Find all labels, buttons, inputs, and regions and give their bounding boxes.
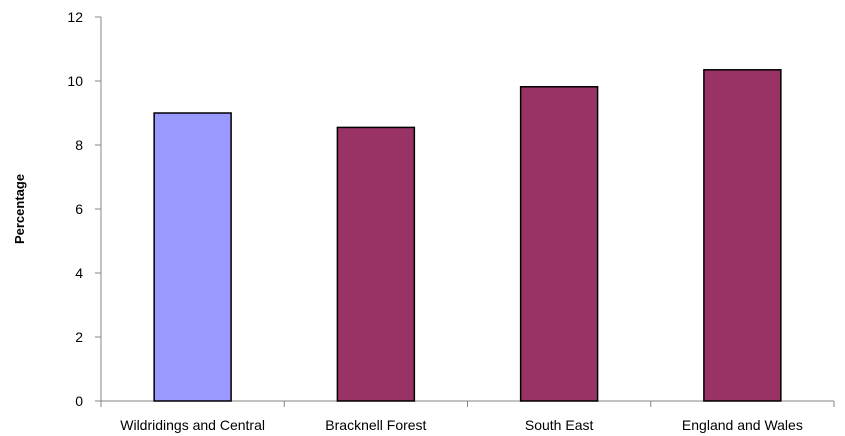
y-tick-label: 8 xyxy=(75,137,83,153)
x-tick-label: South East xyxy=(525,417,594,433)
y-axis: 0 2 4 6 8 10 12 xyxy=(67,9,102,409)
y-axis-title: Percentage xyxy=(12,174,27,244)
y-tick-label: 2 xyxy=(75,329,83,345)
y-tick-label: 6 xyxy=(75,201,83,217)
x-tick-label: Wildridings and Central xyxy=(120,417,265,433)
y-tick-label: 12 xyxy=(67,9,83,25)
bar xyxy=(336,126,416,402)
bar xyxy=(703,69,782,402)
bars xyxy=(153,69,782,402)
x-axis: Wildridings and Central Bracknell Forest S… xyxy=(100,400,835,433)
bar xyxy=(519,86,599,402)
bar xyxy=(153,112,232,402)
y-tick-label: 0 xyxy=(75,393,83,409)
y-tick-label: 10 xyxy=(67,73,83,89)
x-tick-label: Bracknell Forest xyxy=(325,417,426,433)
y-tick-label: 4 xyxy=(75,265,83,281)
x-tick-label: England and Wales xyxy=(682,417,803,433)
